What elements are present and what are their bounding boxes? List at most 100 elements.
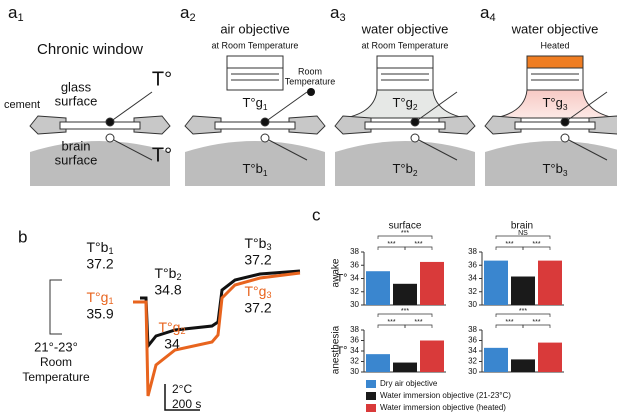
label: 34 — [350, 274, 359, 283]
glass — [364, 121, 446, 130]
label: 38 — [350, 247, 359, 256]
label: awake — [331, 258, 342, 287]
label: 37.2 — [244, 300, 271, 316]
diagram — [29, 91, 171, 186]
label: T°g1 — [242, 95, 267, 112]
label: *** — [505, 319, 513, 326]
label-main: a — [8, 3, 18, 22]
label-sub: 4 — [489, 12, 495, 24]
probe — [564, 137, 608, 161]
label-main: T°g — [392, 95, 412, 110]
objective-band — [226, 55, 284, 69]
label: b — [18, 227, 27, 246]
label-sub: 1 — [263, 168, 268, 178]
label: 36 — [468, 260, 477, 269]
glass — [59, 121, 141, 130]
bar — [366, 354, 390, 372]
label: 34 — [468, 346, 477, 355]
label-sub: 3 — [339, 12, 345, 24]
diagram — [334, 55, 476, 186]
label: c — [312, 205, 321, 224]
label: T°b1 — [242, 161, 267, 178]
label-sub: 2 — [413, 102, 418, 112]
label: at Room Temperature — [212, 40, 299, 50]
probe-brain — [560, 133, 570, 143]
label: 200 s — [172, 397, 201, 411]
significance-bracket — [404, 246, 433, 250]
label: 36 — [468, 336, 477, 345]
label: glass — [61, 79, 92, 94]
label: 38 — [468, 247, 477, 256]
label: cement — [4, 99, 40, 111]
label: T°g1 — [87, 289, 114, 307]
label-main: T°b — [392, 161, 412, 176]
label: T°b2 — [155, 265, 182, 283]
label-sub: 1 — [108, 296, 113, 306]
label: 21°-23° — [34, 339, 78, 354]
legend-swatch — [366, 392, 376, 400]
label-main: T°g — [242, 95, 262, 110]
probe — [109, 91, 153, 123]
significance-bracket — [495, 235, 551, 239]
significance-bracket — [522, 246, 551, 250]
label: 32 — [468, 357, 477, 366]
probe-brain — [260, 133, 270, 143]
label-main: T°b — [87, 239, 109, 255]
label: at Room Temperature — [362, 40, 449, 50]
bar — [366, 271, 390, 305]
label: water objective — [511, 21, 599, 36]
illustrations — [49, 269, 301, 411]
bar — [393, 283, 417, 305]
label-main: T°g — [87, 289, 109, 305]
bar — [393, 362, 417, 372]
probe — [109, 137, 153, 161]
label-main: T°g — [159, 319, 181, 335]
label: T°b3 — [245, 235, 272, 253]
label: *** — [414, 319, 422, 326]
label-main: T°b — [155, 265, 177, 281]
significance-bracket — [495, 313, 551, 317]
label: *** — [401, 308, 409, 315]
label: 30 — [350, 300, 359, 309]
label-main: a — [480, 3, 490, 22]
glass — [514, 121, 596, 130]
label: a3 — [330, 3, 346, 23]
label: Room — [40, 355, 72, 369]
label: T°b2 — [392, 161, 417, 178]
label: T° — [152, 144, 172, 166]
probe-glass — [260, 117, 270, 127]
label: Temperature — [285, 76, 336, 86]
room-bracket — [49, 279, 62, 335]
brain — [485, 141, 617, 186]
probe-brain — [105, 133, 115, 143]
label: 32 — [350, 357, 359, 366]
probe-glass — [560, 117, 570, 127]
label: 34 — [164, 336, 180, 352]
label: 38 — [350, 325, 359, 334]
bar — [484, 260, 508, 305]
label-sub: 2 — [180, 326, 185, 336]
label: T°b1 — [87, 239, 114, 257]
label: T°g2 — [392, 95, 417, 112]
probe-brain — [410, 133, 420, 143]
label: brain — [511, 221, 533, 232]
label: Temperature — [22, 370, 90, 384]
label: surface — [55, 152, 98, 167]
label-main: T°g — [542, 95, 562, 110]
label: 35.9 — [86, 306, 113, 322]
label: *** — [532, 241, 540, 248]
probe — [564, 91, 608, 123]
bar — [538, 260, 562, 305]
significance-bracket — [404, 324, 433, 328]
label: *** — [532, 319, 540, 326]
label: Dry air objective — [380, 379, 438, 388]
probe — [264, 137, 308, 161]
bar — [538, 342, 562, 372]
label: T°g3 — [542, 95, 567, 112]
label: T°b3 — [542, 161, 567, 178]
label: *** — [387, 241, 395, 248]
label: 36 — [350, 260, 359, 269]
label: T° — [152, 68, 172, 90]
label: *** — [414, 241, 422, 248]
